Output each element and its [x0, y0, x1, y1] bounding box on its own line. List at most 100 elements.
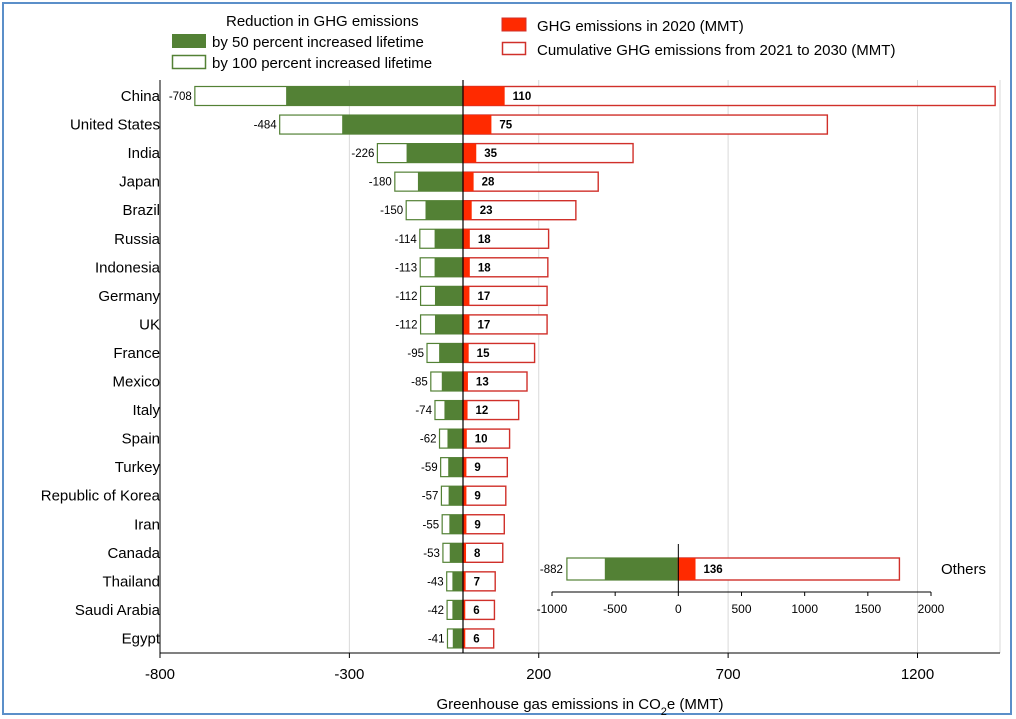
value-label-2020: 23	[480, 205, 493, 217]
value-label-2020: 9	[474, 519, 480, 531]
x-tick-label: -800	[145, 666, 175, 683]
category-label: Republic of Korea	[41, 488, 161, 505]
bar-reduction-50	[425, 200, 463, 220]
bar-cumulative	[462, 542, 504, 563]
legend: Reduction in GHG emissions by 50 percent…	[171, 13, 895, 72]
bar-reduction-50	[452, 571, 463, 591]
value-label-reduction: -55	[423, 519, 440, 531]
value-label-reduction: -113	[395, 262, 417, 274]
value-label-reduction: -59	[421, 462, 438, 474]
legend-label-50: by 50 percent increased lifetime	[212, 34, 424, 51]
category-label: Mexico	[112, 374, 160, 391]
value-label-reduction: -53	[423, 548, 440, 560]
bar-reduction-50	[342, 115, 463, 135]
bar-reduction-50	[406, 143, 463, 163]
bar-ghg-2020	[463, 400, 468, 420]
category-label: Turkey	[115, 459, 161, 476]
inset-tick-label: 2000	[918, 602, 945, 616]
value-label-reduction: -62	[420, 434, 437, 446]
category-labels: China United States India Japan Brazil Russia…	[41, 88, 161, 647]
bar-cumulative	[462, 114, 829, 135]
value-label-2020: 18	[478, 234, 491, 246]
bar-ghg-2020	[463, 486, 467, 506]
bar-cumulative	[462, 228, 550, 249]
inset-label: Others	[941, 561, 986, 578]
value-label-2020: 7	[474, 576, 480, 588]
bar-ghg-2020	[463, 229, 470, 249]
bar-ghg-2020	[463, 86, 505, 106]
value-label-reduction: -180	[369, 177, 392, 189]
legend-swatch-2020	[501, 17, 527, 32]
category-label: Canada	[107, 545, 160, 562]
category-label: Spain	[122, 431, 160, 448]
value-label-reduction: -112	[395, 319, 417, 331]
value-label-2020: 17	[477, 319, 490, 331]
bar-cumulative	[462, 456, 509, 478]
bar-ghg-2020	[463, 314, 470, 334]
category-label: Egypt	[122, 630, 161, 647]
x-tick-label: 1200	[901, 666, 934, 683]
bar-reduction-50	[452, 628, 463, 648]
bar-reduction-50	[286, 86, 463, 106]
value-label-2020: 12	[476, 405, 489, 417]
x-tick-label: -300	[334, 666, 364, 683]
x-axis-title: Greenhouse gas emissions in CO2e (MMT)	[436, 696, 723, 718]
value-label-2020: 15	[477, 348, 490, 360]
category-label: Germany	[98, 288, 160, 305]
x-tick-label: 200	[526, 666, 551, 683]
legend-label-2020: GHG emissions in 2020 (MMT)	[537, 18, 744, 35]
bar-ghg-2020	[463, 200, 472, 220]
bar-cumulative	[462, 257, 549, 278]
value-label-2020: 10	[475, 434, 488, 446]
bar-reduction-50	[434, 314, 463, 334]
value-label-reduction: -95	[407, 348, 424, 360]
bar-reduction-50	[449, 543, 463, 563]
legend-label-cumulative: Cumulative GHG emissions from 2021 to 20…	[537, 42, 895, 59]
value-label-reduction: -150	[380, 205, 403, 217]
value-label-2020: 8	[474, 548, 481, 560]
bar-reduction-50	[444, 400, 463, 420]
bar-reduction-50	[417, 172, 463, 192]
inset-tick-label: 500	[731, 602, 751, 616]
bar-ghg-2020	[463, 257, 470, 277]
bar-ghg-2020	[463, 429, 467, 449]
value-label-2020: 75	[499, 120, 512, 132]
inset-tick-label: 0	[675, 602, 682, 616]
bar-ghg-2020	[463, 172, 474, 192]
inset-tick-label: -500	[603, 602, 627, 616]
value-label-reduction: -41	[428, 633, 445, 645]
bars	[194, 85, 996, 649]
value-label-reduction: -74	[415, 405, 432, 417]
bar-cumulative	[462, 85, 996, 107]
bar-cumulative	[462, 314, 548, 335]
category-label: Japan	[119, 174, 160, 191]
inset-tick-label: 1000	[791, 602, 818, 616]
bar-reduction-50	[441, 372, 463, 391]
bar-reduction-50	[448, 486, 463, 506]
category-label: India	[127, 145, 160, 162]
value-label-reduction: -43	[427, 576, 444, 588]
category-label: Iran	[134, 516, 160, 533]
category-label: Russia	[114, 231, 161, 248]
bar-reduction-50	[434, 257, 463, 277]
value-label-2020: 9	[474, 462, 480, 474]
bar-cumulative	[462, 399, 520, 421]
bar-reduction-50	[434, 286, 463, 306]
category-label: Thailand	[102, 573, 160, 590]
value-label-2020: 6	[473, 605, 479, 617]
bar-ghg-2020	[463, 343, 469, 363]
value-label-2020: 110	[513, 91, 532, 103]
value-label-2020: 17	[477, 291, 490, 303]
legend-swatch-100	[171, 54, 207, 70]
x-axis: -800 -300 200 700 1200	[145, 80, 1000, 683]
category-label: United States	[70, 117, 160, 134]
legend-swatch-cumulative	[501, 41, 527, 56]
bar-ghg-2020	[463, 372, 468, 391]
value-label-reduction: -226	[351, 148, 374, 160]
category-label: Saudi Arabia	[75, 602, 161, 619]
bar-reduction-50	[448, 457, 463, 477]
inset-value-reduction: -882	[540, 564, 563, 576]
bar-ghg-2020	[463, 543, 467, 563]
bar-reduction-50	[434, 229, 463, 249]
inset-bar-ghg-2020	[678, 558, 696, 580]
